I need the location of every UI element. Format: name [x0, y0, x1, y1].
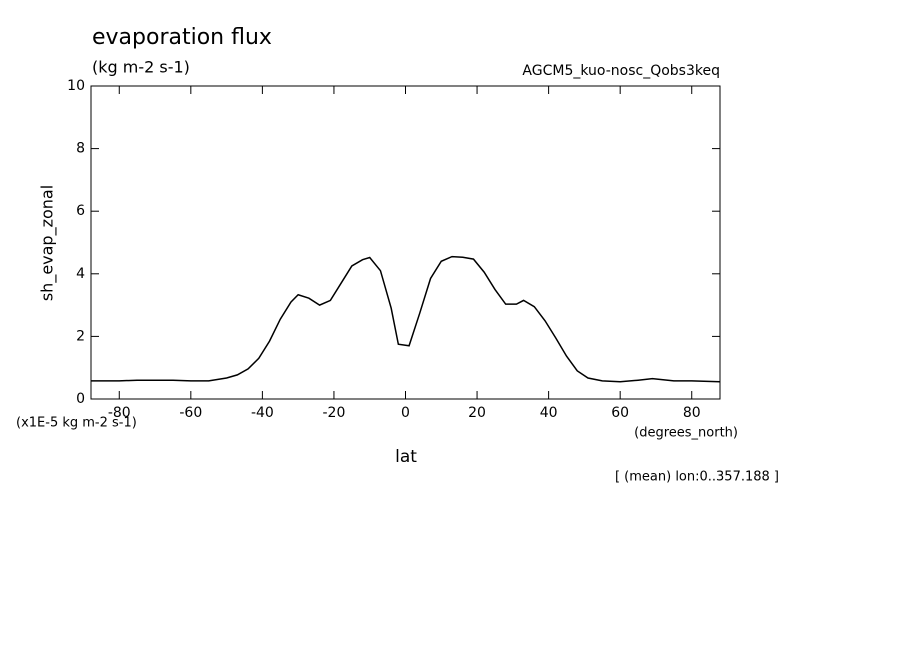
- chart-title: evaporation flux: [92, 25, 272, 50]
- y-tick-label: 10: [67, 78, 85, 94]
- x-tick-label: 80: [683, 405, 701, 421]
- y-axis-label: sh_evap_zonal: [38, 185, 58, 301]
- x-tick-label: 0: [401, 405, 410, 421]
- x-tick-label: 40: [540, 405, 558, 421]
- chart-subtitle: (kg m-2 s-1): [92, 58, 190, 77]
- x-tick-label: -40: [251, 405, 274, 421]
- dataset-label: AGCM5_kuo-nosc_Qobs3keq: [522, 63, 720, 79]
- x-tick-label: -60: [179, 405, 202, 421]
- y-tick-label: 2: [76, 328, 85, 344]
- y-tick-label: 6: [76, 203, 85, 219]
- x-axis-units: (degrees_north): [634, 426, 738, 441]
- y-tick-label: 8: [76, 141, 85, 157]
- x-tick-label: -20: [323, 405, 346, 421]
- y-tick-label: 0: [76, 391, 85, 407]
- y-tick-label: 4: [76, 266, 85, 282]
- annotation: [ (mean) lon:0..357.188 ]: [615, 470, 779, 485]
- x-tick-label: -80: [108, 405, 131, 421]
- x-tick-label: 60: [611, 405, 629, 421]
- y-axis-units: (x1E-5 kg m-2 s-1): [16, 416, 137, 431]
- plot-frame: [90, 85, 721, 400]
- x-axis-label: lat: [395, 447, 417, 467]
- data-line: [91, 255, 721, 383]
- x-tick-label: 20: [468, 405, 486, 421]
